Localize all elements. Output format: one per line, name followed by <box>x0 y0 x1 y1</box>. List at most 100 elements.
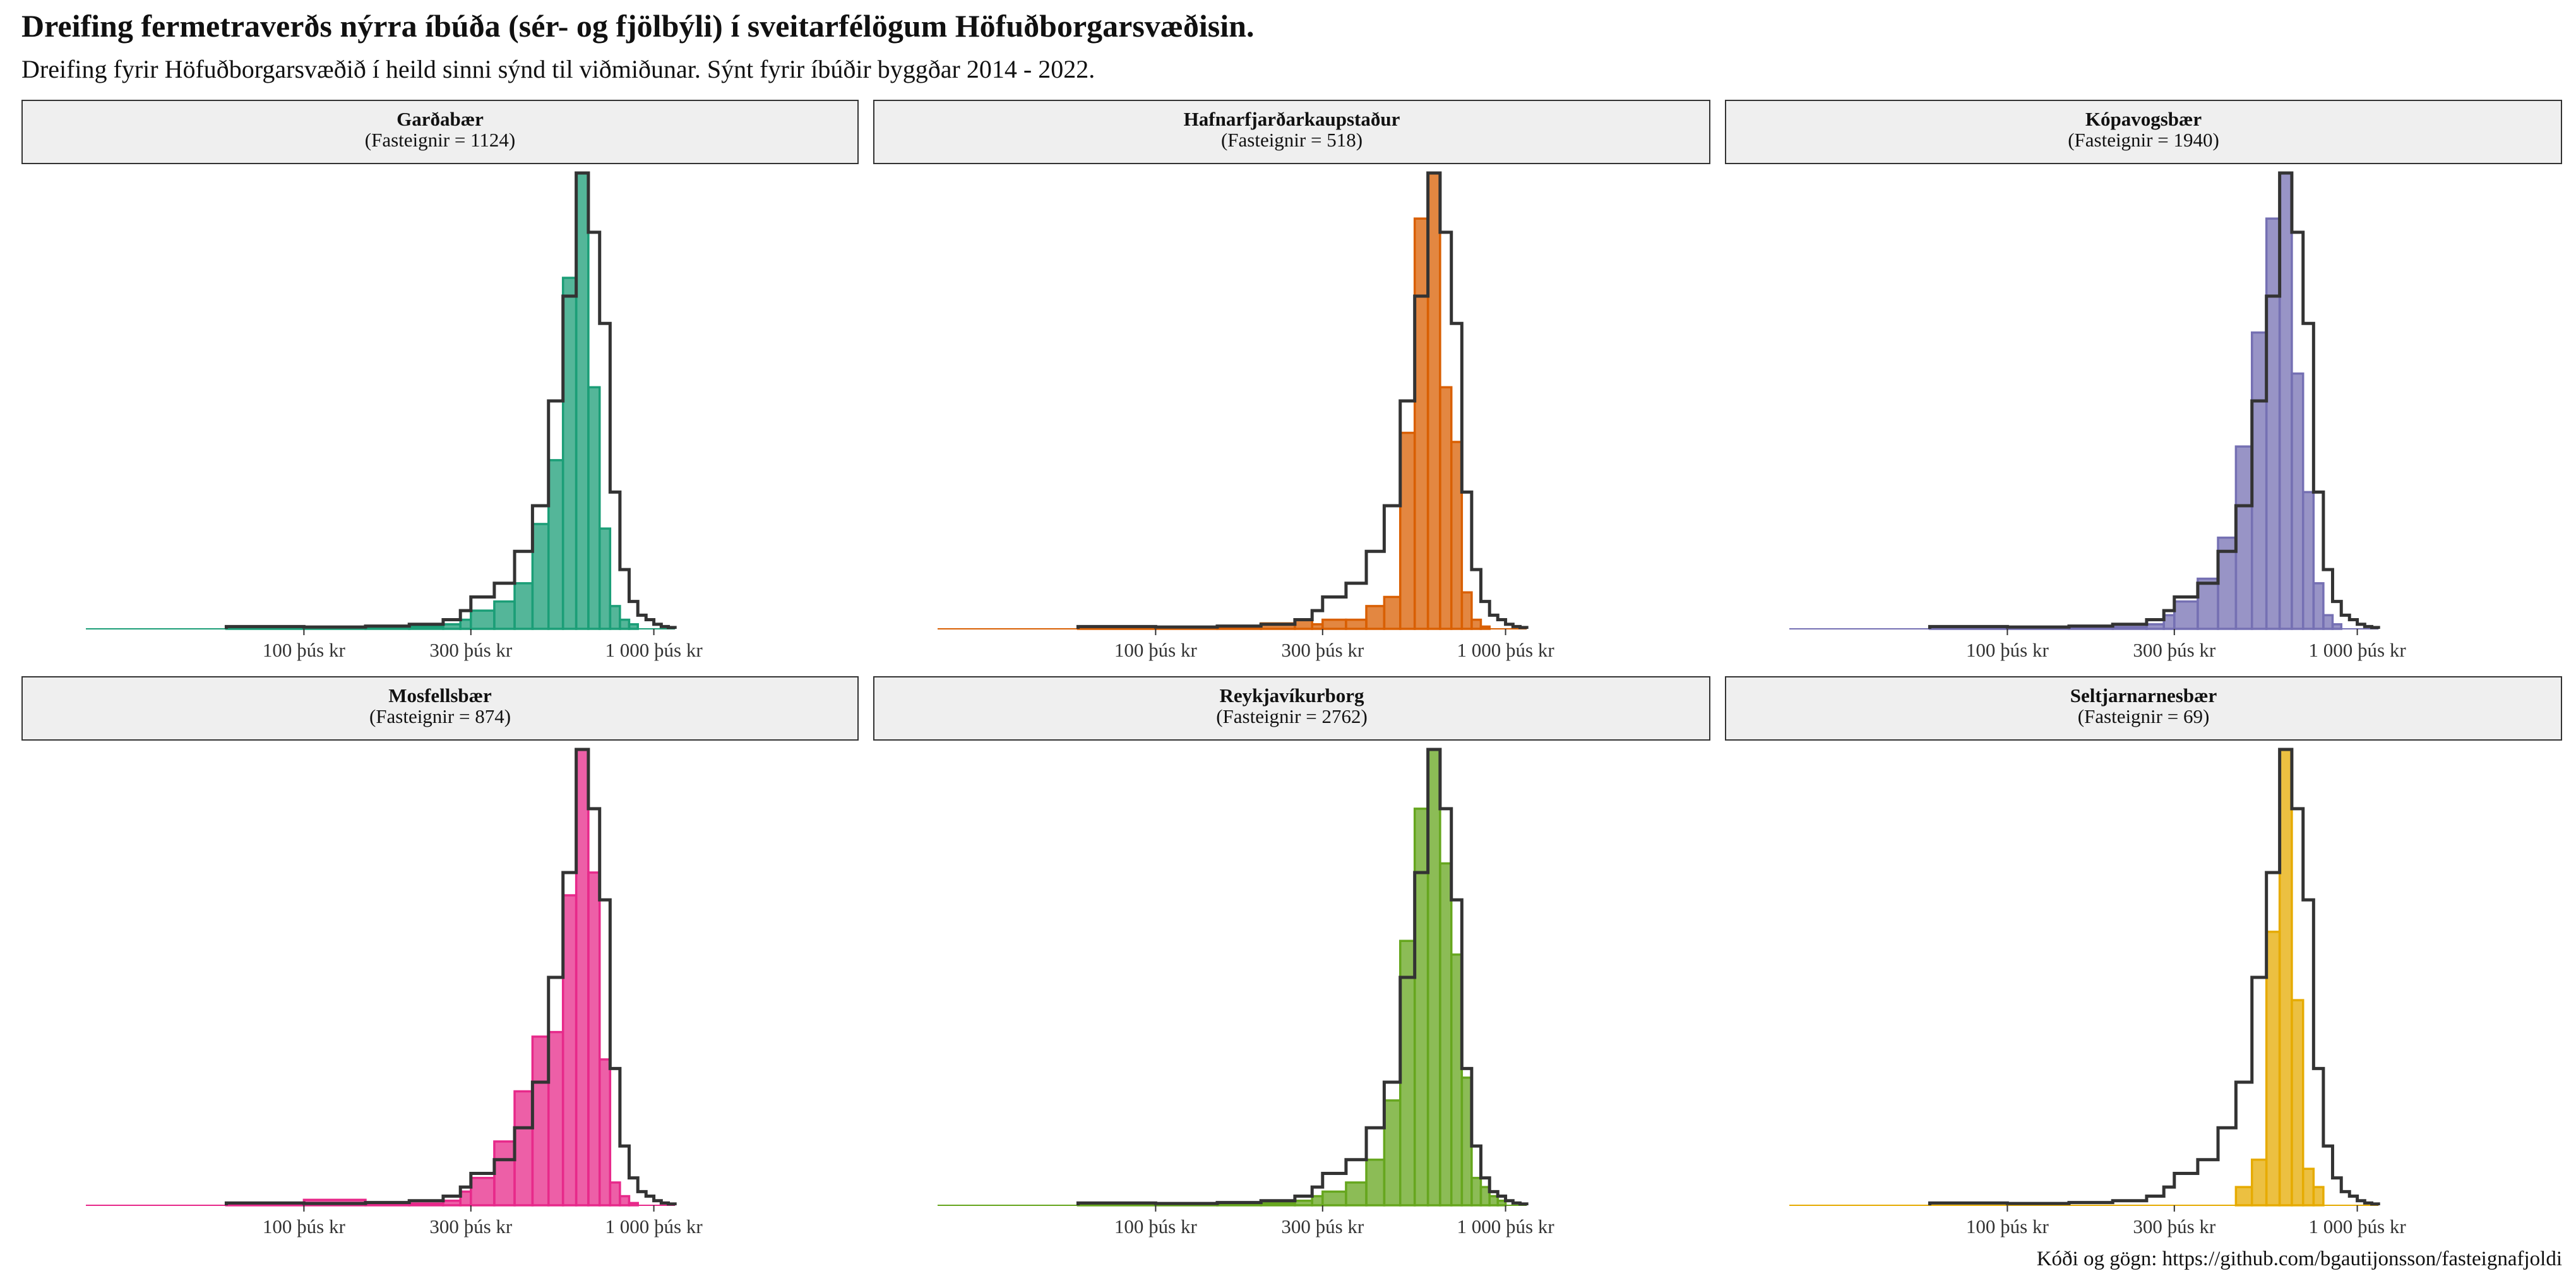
histogram-bar <box>1294 1200 1313 1207</box>
histogram-bar <box>575 748 590 1207</box>
histogram-bar <box>2312 582 2325 630</box>
histogram-bar <box>2331 623 2342 630</box>
histogram-bar <box>2301 491 2315 630</box>
histogram-bar <box>2173 600 2199 630</box>
histogram-bar <box>2250 331 2268 630</box>
histogram-bar <box>513 582 534 630</box>
x-tick-label: 100 þús kr <box>1966 1215 2049 1237</box>
reference-histogram-outline <box>1076 748 1529 1206</box>
histogram-bar <box>587 871 601 1207</box>
histogram-bar <box>619 618 631 630</box>
histogram-bar <box>2265 217 2281 630</box>
histogram-plot: 100 þús kr 300 þús kr 1 000 þús kr <box>1789 171 2407 661</box>
x-tick-label: 1 000 þús kr <box>605 1215 703 1237</box>
histogram-bar <box>1413 217 1429 630</box>
histogram-bar <box>1413 808 1429 1207</box>
histogram-bar <box>1439 862 1453 1207</box>
histogram-bar <box>2250 1159 2268 1207</box>
histogram-bar <box>619 1195 631 1207</box>
histogram-bar <box>2291 999 2305 1207</box>
x-tick-label: 100 þús kr <box>1114 639 1198 661</box>
histogram-bar <box>1345 1181 1368 1207</box>
histogram-bar <box>2197 577 2219 630</box>
x-tick-label: 300 þús kr <box>1281 639 1364 661</box>
facet-panel: Reykjavíkurborg (Fasteignir = 2762) 100 þú… <box>873 676 1710 1247</box>
histogram-bar <box>1450 441 1464 630</box>
x-tick-label: 1 000 þús kr <box>2309 1215 2407 1237</box>
x-tick-label: 100 þús kr <box>263 639 346 661</box>
histogram-bar <box>2145 623 2165 630</box>
histogram-bar <box>442 1200 462 1207</box>
x-tick-label: 100 þús kr <box>1966 639 2049 661</box>
histogram-bar <box>1321 618 1347 630</box>
histogram-bar <box>1383 595 1402 630</box>
facet-strip: Mosfellsbær (Fasteignir = 874) <box>21 676 859 741</box>
histogram-bar <box>1479 625 1491 630</box>
histogram-bar <box>561 894 578 1207</box>
histogram-bar <box>1439 386 1453 630</box>
histogram-bar <box>2301 1167 2315 1207</box>
facet-strip: Kópavogsbær (Fasteignir = 1940) <box>1725 100 2562 164</box>
chart-subtitle: Dreifing fyrir Höfuðborgarsvæðið í heild… <box>21 55 1095 83</box>
histogram-plot: 100 þús kr 300 þús kr 1 000 þús kr <box>1789 748 2407 1237</box>
histogram-bar <box>531 1035 550 1207</box>
reference-histogram-outline <box>1928 171 2380 629</box>
facet-count: (Fasteignir = 874) <box>369 705 511 727</box>
histogram-bar <box>2312 1186 2325 1207</box>
facet-title: Reykjavíkurborg <box>1219 684 1364 707</box>
facet-title: Mosfellsbær <box>388 684 492 707</box>
x-tick-label: 300 þús kr <box>2133 1215 2216 1237</box>
x-tick-label: 300 þús kr <box>1281 1215 1364 1237</box>
histogram-bar <box>1383 1099 1402 1207</box>
histogram-bar <box>408 625 444 630</box>
x-tick-label: 100 þús kr <box>1114 1215 1198 1237</box>
facet-title: Garðabær <box>397 108 484 130</box>
histogram-bar <box>2278 172 2293 630</box>
histogram-bar <box>2322 614 2334 630</box>
histogram-bar <box>1470 618 1482 630</box>
x-tick-label: 100 þús kr <box>263 1215 346 1237</box>
facet-strip: Reykjavíkurborg (Fasteignir = 2762) <box>873 676 1710 741</box>
histogram-bar <box>1398 431 1416 630</box>
facet-strip: Seltjarnarnesbær (Fasteignir = 69) <box>1725 676 2562 741</box>
histogram-bar <box>587 386 601 630</box>
x-tick-label: 1 000 þús kr <box>2309 639 2407 661</box>
histogram-bar <box>531 523 550 630</box>
histogram-bar <box>470 1176 496 1207</box>
histogram-bar <box>547 1030 564 1207</box>
histogram-bar <box>2265 931 2281 1207</box>
histogram-bar <box>493 600 516 630</box>
histogram-plot: 100 þús kr 300 þús kr 1 000 þús kr <box>86 171 703 661</box>
histogram-bar <box>609 605 621 630</box>
x-tick-label: 300 þús kr <box>429 639 513 661</box>
facet-panel: Seltjarnarnesbær (Fasteignir = 69) 100 þús… <box>1725 676 2562 1247</box>
histogram-bar <box>513 1090 534 1207</box>
histogram-bar <box>1321 1190 1347 1207</box>
histogram-bar <box>1460 591 1473 630</box>
histogram-bar <box>628 623 639 630</box>
reference-histogram-outline <box>224 171 677 629</box>
reference-histogram-outline <box>224 748 677 1206</box>
x-tick-label: 1 000 þús kr <box>1457 1215 1555 1237</box>
histogram-bar <box>628 1202 639 1207</box>
reference-histogram-outline <box>1928 748 2380 1206</box>
facet-panel: Garðabær (Fasteignir = 1124) 100 þús kr 300… <box>21 100 859 671</box>
facet-title: Hafnarfjarðarkaupstaður <box>1183 108 1400 130</box>
histogram-bar <box>547 459 564 630</box>
histogram-bar <box>598 527 612 630</box>
histogram-bar <box>1426 748 1441 1207</box>
x-tick-label: 1 000 þús kr <box>1457 639 1555 661</box>
x-tick-label: 1 000 þús kr <box>605 639 703 661</box>
facet-count: (Fasteignir = 1124) <box>364 129 516 151</box>
facet-strip: Garðabær (Fasteignir = 1124) <box>21 100 859 164</box>
chart-title: Dreifing fermetraverðs nýrra íbúða (sér-… <box>21 8 1255 44</box>
chart-caption: Kóði og gögn: https://github.com/bgautij… <box>2036 1248 2562 1270</box>
histogram-bar <box>408 1202 444 1207</box>
histogram-bar <box>1365 605 1386 630</box>
facet-title: Kópavogsbær <box>2085 108 2202 130</box>
histogram-bar <box>598 1058 612 1207</box>
x-tick-label: 300 þús kr <box>429 1215 513 1237</box>
facet-panel: Hafnarfjarðarkaupstaður (Fasteignir = 518… <box>873 100 1710 671</box>
histogram-bar <box>2278 748 2293 1207</box>
histogram-bar <box>2291 372 2305 630</box>
